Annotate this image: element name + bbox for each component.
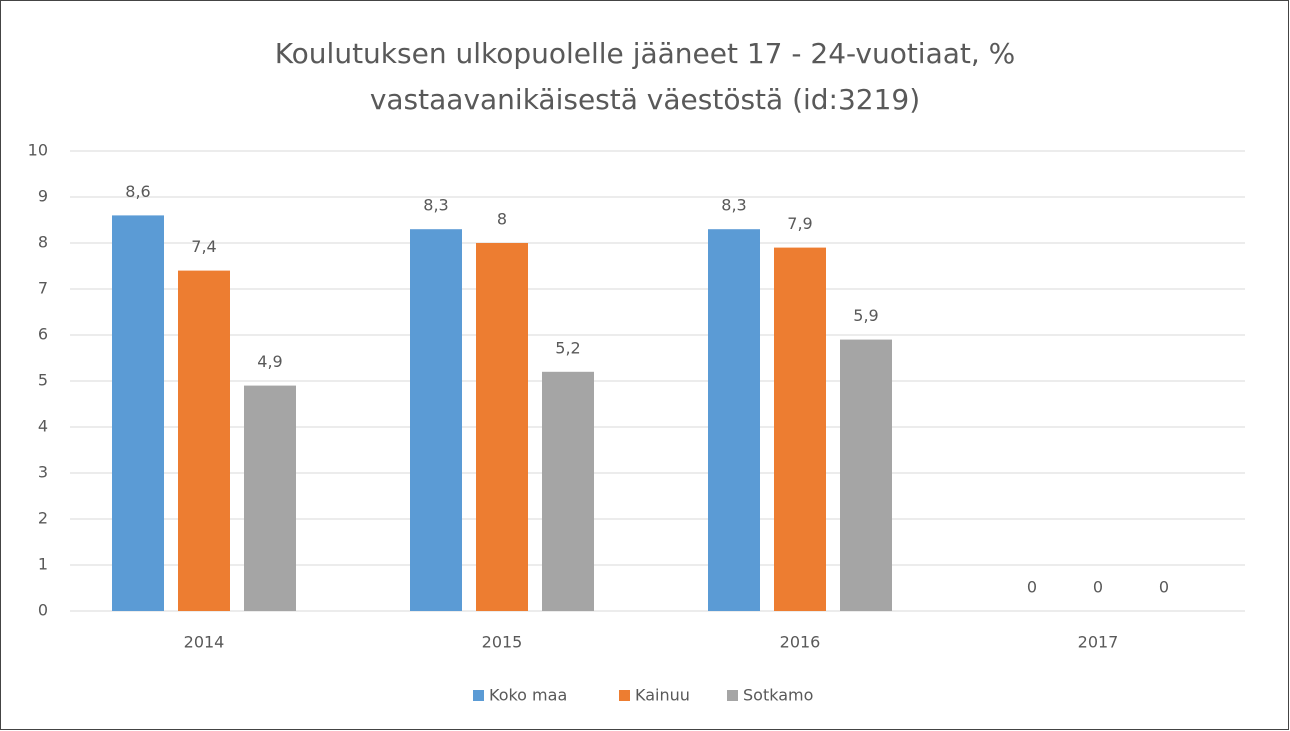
bar	[410, 229, 462, 611]
legend-swatch	[619, 690, 630, 701]
data-label: 0	[1027, 578, 1037, 597]
y-tick-label: 4	[38, 417, 48, 436]
y-tick-label: 0	[38, 601, 48, 620]
x-tick-label: 2014	[184, 633, 225, 652]
y-tick-label: 7	[38, 279, 48, 298]
chart-title: vastaavanikäisestä väestöstä (id:3219)	[370, 83, 920, 116]
data-label: 8,3	[721, 196, 746, 215]
data-label: 0	[1093, 578, 1103, 597]
data-label: 8,6	[125, 182, 150, 201]
data-label: 7,9	[787, 214, 812, 233]
y-tick-label: 5	[38, 371, 48, 390]
y-tick-label: 1	[38, 555, 48, 574]
legend-label: Kainuu	[635, 686, 690, 705]
bar	[244, 385, 296, 611]
x-tick-label: 2017	[1078, 633, 1119, 652]
bar	[476, 243, 528, 611]
data-label: 4,9	[257, 352, 282, 371]
x-tick-label: 2015	[482, 633, 523, 652]
x-tick-label: 2016	[780, 633, 821, 652]
legend-swatch	[727, 690, 738, 701]
data-label: 5,2	[555, 338, 580, 357]
chart-title: Koulutuksen ulkopuolelle jääneet 17 - 24…	[275, 37, 1016, 70]
y-tick-label: 9	[38, 187, 48, 206]
bar	[178, 270, 230, 611]
legend-swatch	[473, 690, 484, 701]
data-label: 0	[1159, 578, 1169, 597]
data-label: 8	[497, 210, 507, 229]
bar	[774, 247, 826, 611]
y-tick-label: 6	[38, 325, 48, 344]
data-label: 8,3	[423, 196, 448, 215]
legend-label: Sotkamo	[743, 686, 813, 705]
bar	[542, 371, 594, 611]
bar	[112, 215, 164, 611]
data-label: 7,4	[191, 237, 216, 256]
y-tick-label: 3	[38, 463, 48, 482]
bar	[840, 339, 892, 611]
y-tick-label: 8	[38, 233, 48, 252]
legend-label: Koko maa	[489, 686, 567, 705]
data-label: 5,9	[853, 306, 878, 325]
bar	[708, 229, 760, 611]
y-tick-label: 2	[38, 509, 48, 528]
y-tick-label: 10	[28, 141, 48, 160]
